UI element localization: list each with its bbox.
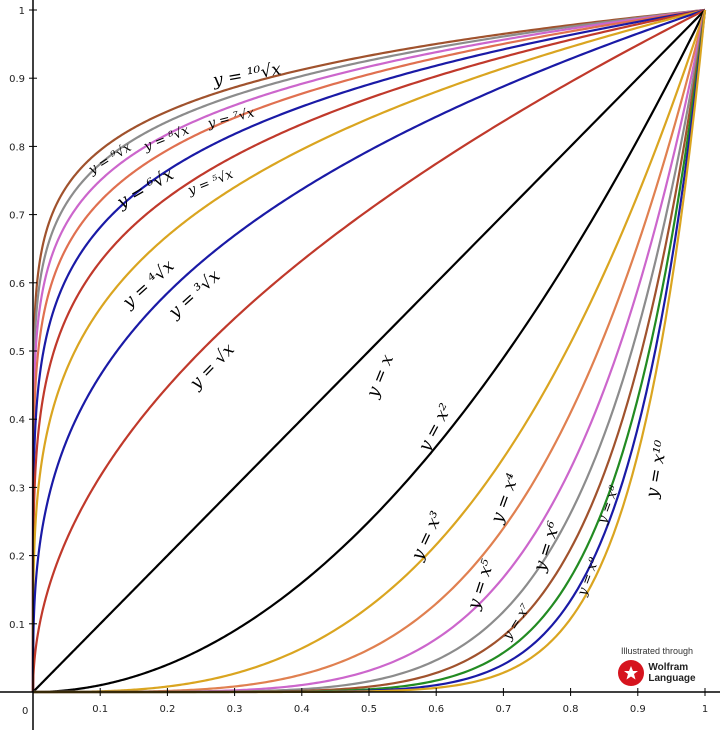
y-tick-label-4: 0.5 xyxy=(9,347,25,358)
origin-label: 0 xyxy=(22,706,28,717)
curve-4 xyxy=(31,8,706,692)
y-tick-label-3: 0.4 xyxy=(9,415,25,426)
x-tick-label-7: 0.8 xyxy=(563,704,579,715)
x-tick-label-5: 0.6 xyxy=(428,704,444,715)
curve-label-15: y = x⁷ xyxy=(500,601,534,644)
brand-line-1: Wolfram xyxy=(648,662,689,673)
curve-5 xyxy=(31,8,706,692)
curve-label-9: y = x xyxy=(362,351,398,401)
badge-brand-text: Wolfram Language xyxy=(648,662,695,684)
x-tick-label-2: 0.3 xyxy=(227,704,243,715)
y-tick-label-8: 0.9 xyxy=(9,74,25,85)
y-tick-label-0: 0.1 xyxy=(9,620,25,631)
curve-label-11: y = x³ xyxy=(407,508,447,564)
wolfram-badge: Illustrated through Wolfram Language xyxy=(602,646,712,686)
curve-0 xyxy=(31,8,706,692)
x-tick-label-6: 0.7 xyxy=(495,704,511,715)
y-tick-label-9: 1 xyxy=(19,6,25,17)
x-tick-label-0: 0.1 xyxy=(92,704,108,715)
y-tick-label-7: 0.8 xyxy=(9,142,25,153)
x-tick-label-1: 0.2 xyxy=(159,704,175,715)
curve-label-12: y = x⁴ xyxy=(487,471,524,527)
curve-6 xyxy=(31,8,706,692)
ticks-group: 0.1 0.2 0.3 0.4 0.5 0.6 0.7 0.8 0.9 1 0.1 0.2 0.3 0.4… xyxy=(9,6,708,715)
curve-label-4: y = ⁶√x xyxy=(113,164,178,213)
y-tick-label-2: 0.3 xyxy=(9,483,25,494)
curve-label-14: y = x⁶ xyxy=(530,519,565,575)
curve-label-5: y = ⁵√x xyxy=(185,167,236,199)
y-tick-label-5: 0.6 xyxy=(9,279,25,290)
curve-label-0: y = ¹⁰√x xyxy=(211,59,284,91)
curves-group xyxy=(31,8,707,694)
curve-8 xyxy=(31,9,706,692)
y-tick-label-1: 0.2 xyxy=(9,552,25,563)
wolfram-logo-icon xyxy=(618,660,645,686)
curve-label-18: y = x¹⁰ xyxy=(642,439,672,501)
curve-3 xyxy=(31,8,706,692)
curve-1 xyxy=(31,8,706,692)
y-tick-label-6: 0.7 xyxy=(9,211,25,222)
curve-7 xyxy=(31,8,706,692)
curve-9 xyxy=(32,9,706,693)
x-tick-label-8: 0.9 xyxy=(630,704,646,715)
x-tick-label-9: 1 xyxy=(702,704,708,715)
curve-label-13: y = x⁵ xyxy=(464,557,499,613)
curve-2 xyxy=(31,8,706,692)
curve-label-8: y = √x xyxy=(185,339,239,394)
badge-brand: Wolfram Language xyxy=(602,660,712,686)
x-tick-label-3: 0.4 xyxy=(294,704,310,715)
x-tick-label-4: 0.5 xyxy=(361,704,377,715)
brand-line-2: Language xyxy=(648,673,696,684)
badge-caption: Illustrated through xyxy=(620,646,694,656)
